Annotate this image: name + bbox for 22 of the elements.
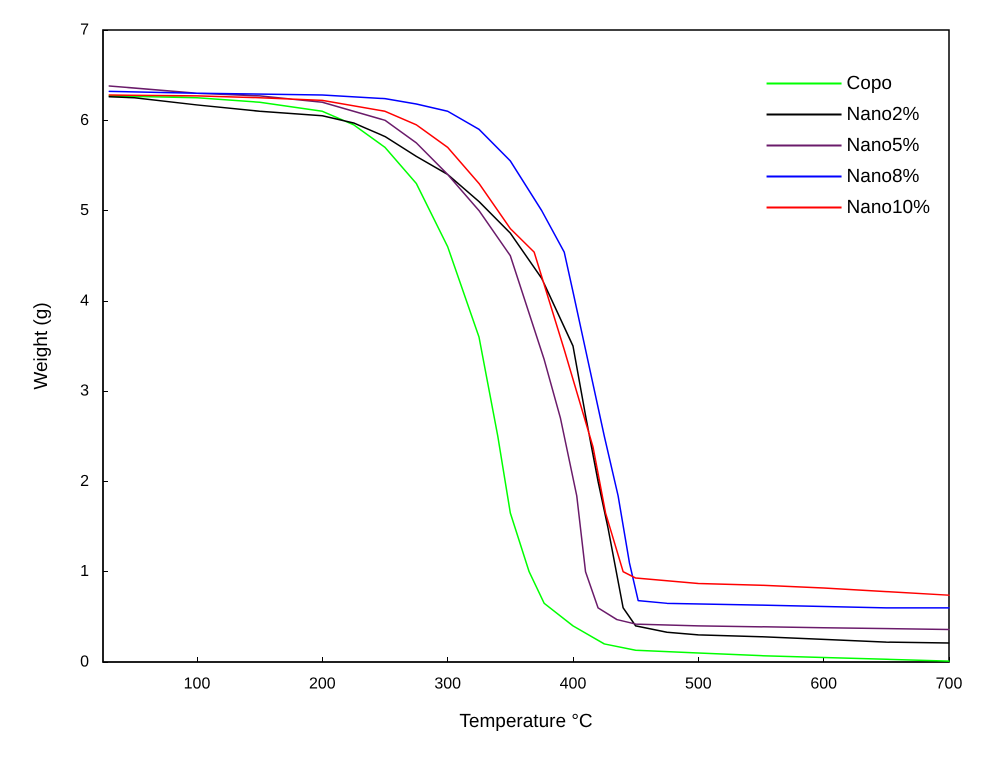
x-tick-label: 200 (308, 676, 336, 692)
x-tick-label: 600 (810, 676, 838, 692)
x-tick-label: 100 (184, 676, 210, 692)
y-tick-label: 4 (80, 292, 90, 310)
y-axis-title: Weight (g) (31, 302, 52, 390)
x-tick-label: 400 (560, 676, 586, 692)
x-tick-label: 700 (936, 676, 962, 692)
y-tick-label: 2 (80, 472, 90, 490)
legend-label: Nano2% (846, 104, 920, 125)
y-tick-label: 0 (80, 654, 90, 670)
legend-label: Nano8% (846, 166, 920, 187)
legend-label: Nano5% (846, 135, 920, 156)
x-tick-label: 500 (684, 676, 712, 692)
y-tick-label: 1 (80, 563, 90, 580)
y-tick-label: 3 (80, 382, 90, 400)
y-tick-label: 6 (80, 112, 90, 129)
legend-label: Nano10% (846, 197, 930, 218)
y-tick-label: 7 (80, 22, 90, 38)
legend-label: Copo (846, 73, 892, 94)
y-tick-label: 5 (80, 202, 90, 220)
x-axis-title: Temperature °C (459, 711, 593, 732)
x-tick-label: 300 (434, 676, 462, 692)
